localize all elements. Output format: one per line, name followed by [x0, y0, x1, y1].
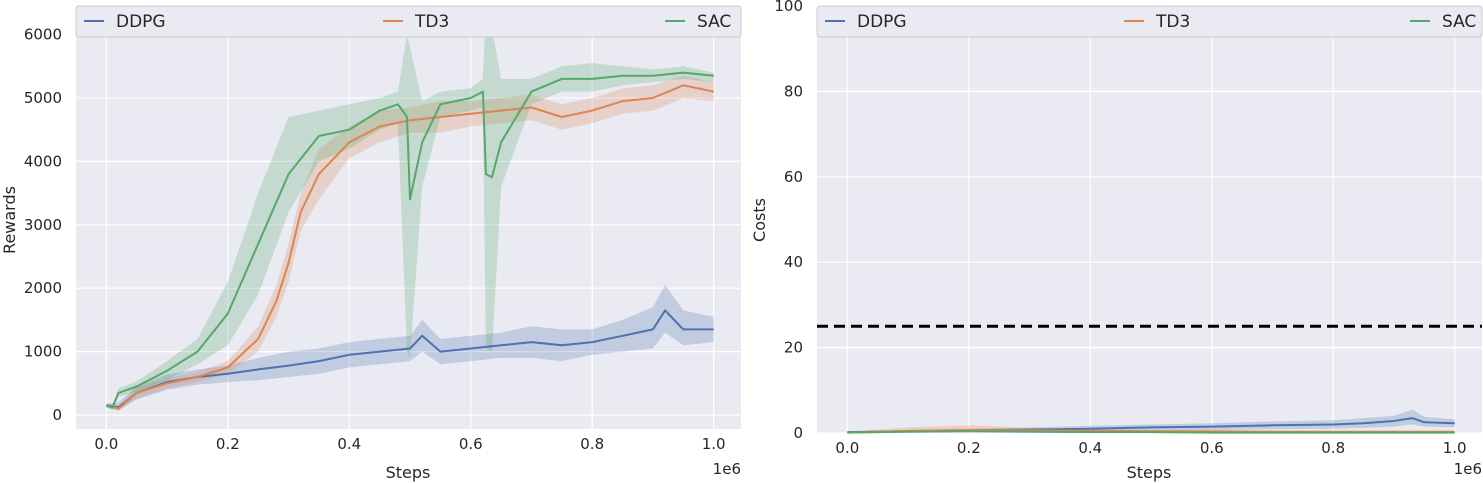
y-axis-label: Costs: [750, 198, 769, 242]
sac-line: [847, 430, 1455, 434]
y-tick-label: 0: [793, 424, 803, 442]
x-tick-label: 0.8: [580, 435, 604, 453]
sac-confidence-band: [106, 12, 714, 411]
ddpg-confidence-band: [847, 409, 1455, 433]
y-tick-label: 20: [784, 339, 803, 357]
tick-labels: 0.0 0.2 0.4 0.6 0.8 1.0 0 1000 2000 3000 4000 5000 6…: [24, 26, 726, 453]
x-tick-label: 0.4: [337, 435, 361, 453]
tick-labels: 0.0 0.2 0.4 0.6 0.8 1.0 0 20 40 60 80 100: [774, 0, 1466, 457]
ddpg-legend-label: DDPG: [116, 12, 166, 32]
sac-line: [106, 71, 714, 409]
x-tick-label: 0.0: [94, 435, 118, 453]
legend: DDPG TD3 SAC: [75, 5, 742, 38]
x-tick-label: 0.0: [835, 439, 859, 457]
ddpg-legend-label: DDPG: [857, 12, 907, 32]
x-axis-multiplier: 1e6: [1454, 460, 1482, 478]
x-tick-label: 1.0: [702, 435, 726, 453]
y-tick-label: 0: [52, 406, 62, 424]
x-tick-label: 0.2: [216, 435, 240, 453]
y-tick-label: 6000: [24, 26, 62, 44]
y-tick-label: 2000: [24, 279, 62, 297]
sac-legend-label: SAC: [1442, 12, 1476, 32]
legend-box: [816, 5, 1483, 38]
td3-legend-label: TD3: [1155, 12, 1190, 32]
y-tick-label: 1000: [24, 343, 62, 361]
y-tick-label: 60: [784, 168, 803, 186]
x-axis-label: Steps: [1127, 463, 1172, 482]
y-tick-label: 40: [784, 253, 803, 271]
x-axis-label: Steps: [386, 463, 431, 482]
legend-box: [75, 5, 742, 38]
x-tick-label: 0.6: [1200, 439, 1224, 457]
series-lines: [106, 71, 714, 410]
x-tick-label: 0.8: [1321, 439, 1345, 457]
sac-legend-label: SAC: [697, 12, 731, 32]
x-tick-label: 0.6: [459, 435, 483, 453]
legend: DDPG TD3 SAC: [816, 5, 1483, 38]
x-tick-label: 0.2: [957, 439, 981, 457]
y-tick-label: 80: [784, 82, 803, 100]
x-tick-label: 1.0: [1443, 439, 1467, 457]
y-axis-label: Rewards: [0, 186, 19, 254]
y-tick-label: 5000: [24, 89, 62, 107]
series-lines: [847, 417, 1455, 434]
td3-confidence-band: [106, 75, 714, 412]
rewards-chart: 0.0 0.2 0.4 0.6 0.8 1.0 0 1000 2000 3000 4000 5000 6…: [0, 5, 742, 482]
y-tick-label: 100: [774, 0, 803, 15]
td3-legend-label: TD3: [414, 12, 449, 32]
y-tick-label: 4000: [24, 152, 62, 170]
costs-chart: 0.0 0.2 0.4 0.6 0.8 1.0 0 20 40 60 80 100 Steps Cos…: [750, 0, 1483, 482]
x-tick-label: 0.4: [1078, 439, 1102, 457]
y-tick-label: 3000: [24, 216, 62, 234]
x-axis-multiplier: 1e6: [713, 460, 741, 478]
plot-background: [817, 6, 1482, 433]
td3-line: [106, 84, 714, 410]
